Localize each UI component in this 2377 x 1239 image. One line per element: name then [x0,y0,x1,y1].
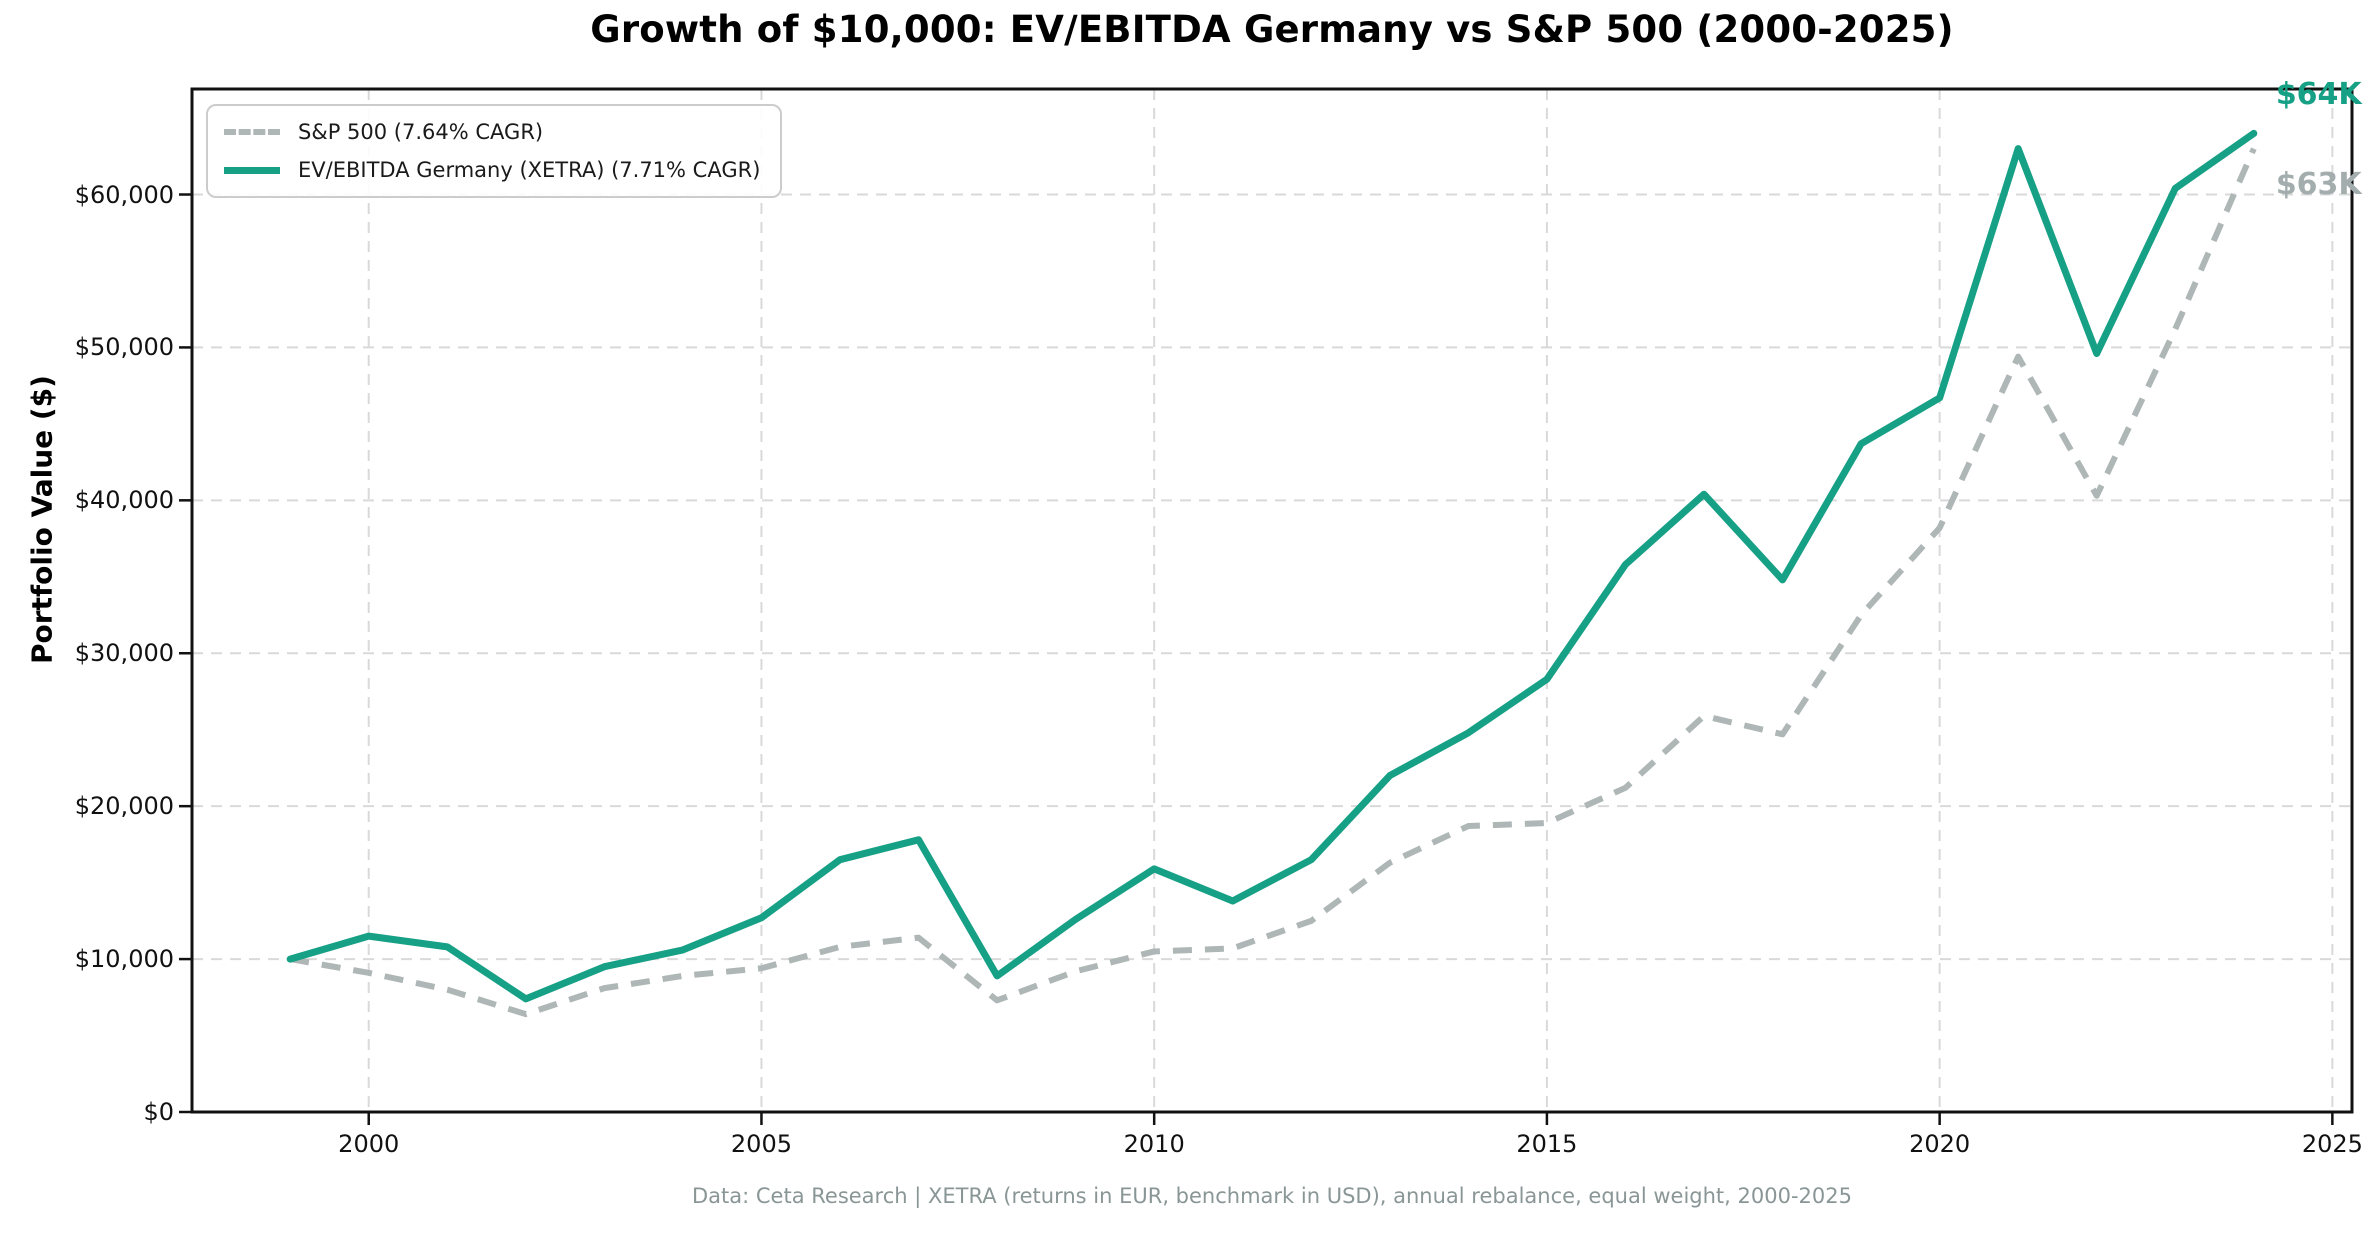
sp500-line [289,147,2257,1018]
sp500-end-value-label: $63K [2275,166,2362,202]
germany-solid-line-swatch [224,166,280,174]
y-tick-label: $20,000 [74,792,174,821]
y-tick-label: $30,000 [74,639,174,668]
y-tick-label: $0 [143,1098,174,1126]
chart-title: Growth of $10,000: EV/EBITDA Germany vs … [590,8,1954,51]
y-tick-label: $40,000 [74,486,174,515]
x-tick-label: 2010 [1123,1130,1185,1158]
germany-end-value-label: $64K [2275,77,2362,113]
plot-border [190,87,2354,1114]
germany-line [286,129,2258,1003]
x-tick-label: 2020 [1909,1130,1971,1158]
legend-label-sp500: S&P 500 (7.64% CAGR) [298,120,544,144]
y-tick-label: $60,000 [74,180,174,209]
x-tick-label: 2025 [2301,1130,2363,1158]
y-tick-label: $10,000 [74,945,174,974]
legend: S&P 500 (7.64% CAGR) EV/EBITDA Germany (… [206,104,783,198]
legend-label-germany: EV/EBITDA Germany (XETRA) (7.71% CAGR) [298,158,761,182]
y-tick-label: $50,000 [74,333,174,362]
x-tick-label: 2005 [730,1130,792,1158]
x-tick-label: 2000 [338,1130,400,1158]
x-tick-label: 2015 [1516,1130,1578,1158]
sp500-dashed-line-swatch [224,129,280,135]
data-source-footnote: Data: Ceta Research | XETRA (returns in … [692,1184,1852,1208]
legend-item-sp500: S&P 500 (7.64% CAGR) [224,120,760,144]
legend-item-germany: EV/EBITDA Germany (XETRA) (7.71% CAGR) [224,158,760,182]
